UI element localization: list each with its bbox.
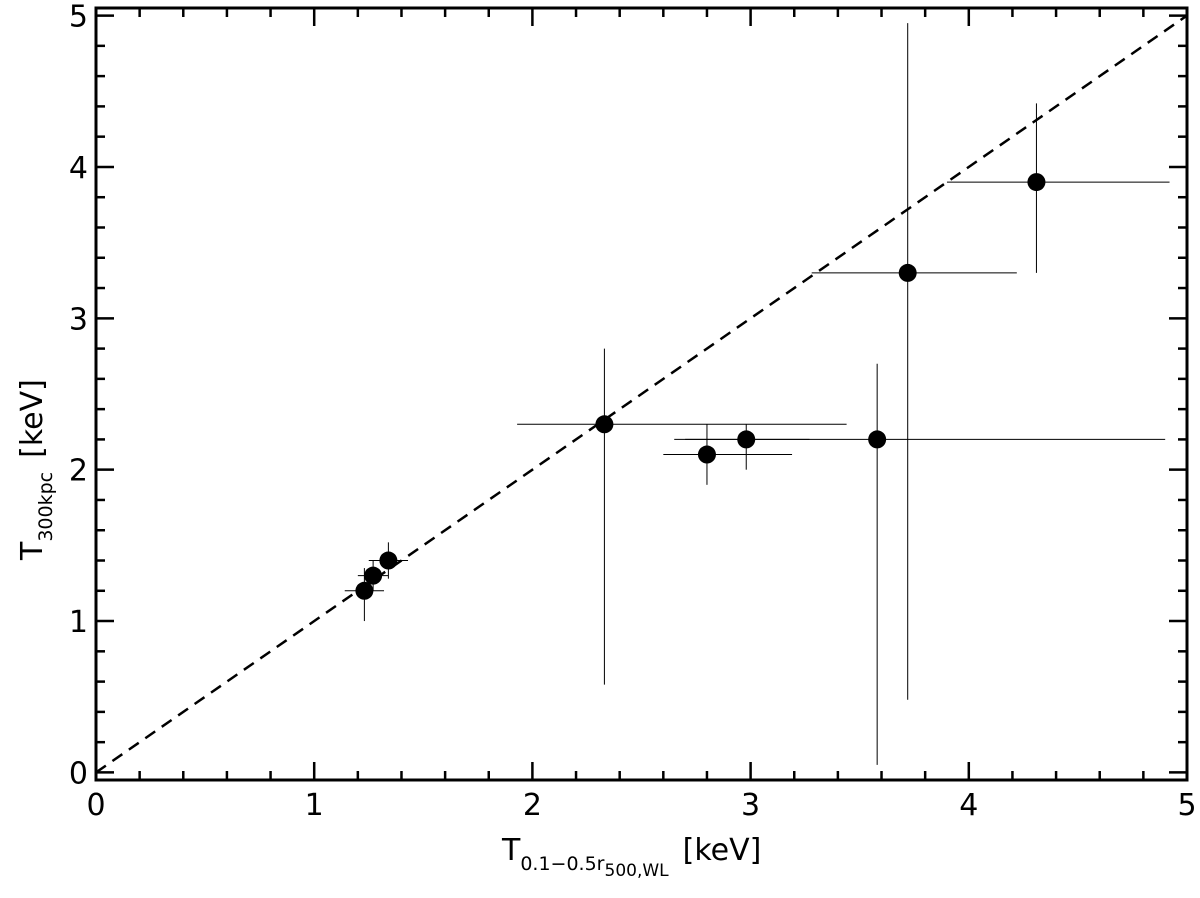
- data-point: [1027, 173, 1046, 192]
- data-point: [379, 551, 398, 570]
- y-tick-label: 3: [69, 302, 88, 337]
- y-tick-label: 1: [69, 605, 88, 640]
- one-to-one-dashed-line: [95, 14, 1188, 774]
- plot-frame: [94, 6, 1189, 782]
- y-axis-title-sub: 300kpc: [35, 472, 57, 542]
- x-tick-label: 0: [86, 788, 105, 823]
- x-tick-label: 1: [305, 788, 324, 823]
- data-point: [737, 430, 756, 449]
- y-tick-label: 0: [69, 756, 88, 791]
- x-tick-label: 4: [959, 788, 978, 823]
- data-point: [697, 445, 716, 464]
- x-axis-title-sub: 0.1−0.5r: [520, 853, 604, 875]
- x-tick-label: 5: [1177, 788, 1196, 823]
- x-axis-title: T0.1−0.5r500,WL [keV]: [501, 833, 761, 881]
- y-tick-label: 4: [69, 151, 88, 186]
- plot-area: 0 1 2 3 4 5 0 1 2 3 4 5: [69, 0, 1197, 823]
- x-axis-title-main: T: [501, 833, 521, 868]
- y-axis-title-unit: [keV]: [15, 379, 50, 458]
- data-point: [355, 581, 374, 600]
- y-axis-title: T300kpc [keV]: [15, 379, 57, 561]
- x-tick-label: 3: [741, 788, 760, 823]
- data-point: [364, 566, 383, 585]
- y-axis-title-main: T: [15, 541, 50, 561]
- data-point: [868, 430, 887, 449]
- data-point: [595, 415, 614, 434]
- y-tick-label: 5: [69, 0, 88, 35]
- y-tick-label: 2: [69, 454, 88, 489]
- data-point: [898, 263, 917, 282]
- x-tick-label: 2: [523, 788, 542, 823]
- x-axis-title-unit: [keV]: [683, 833, 762, 868]
- x-axis-title-subsub: 500,WL: [605, 861, 670, 881]
